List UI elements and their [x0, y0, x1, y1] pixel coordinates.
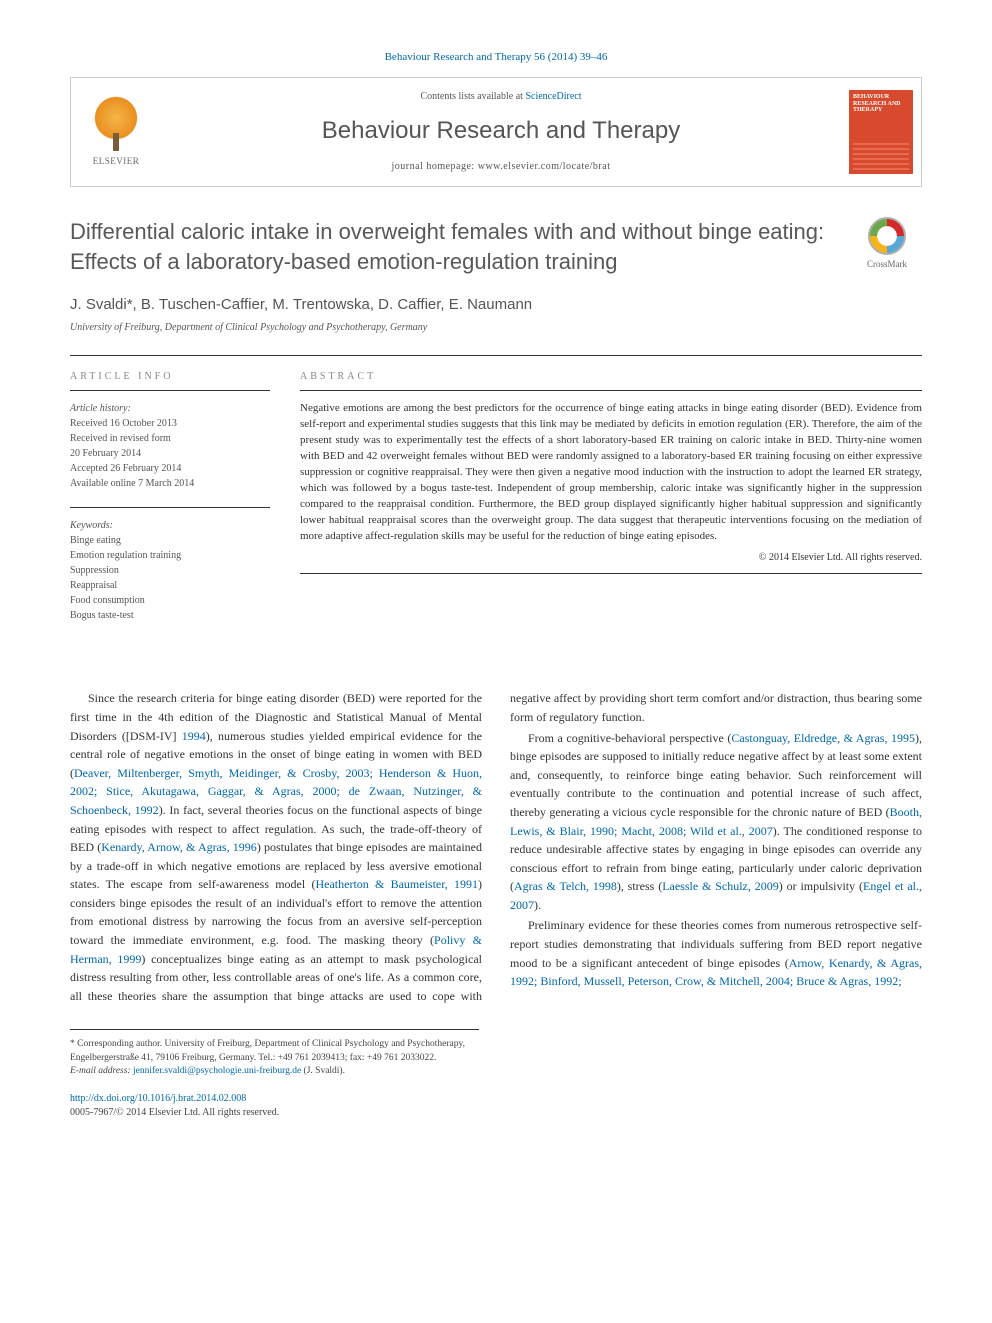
- journal-homepage: journal homepage: www.elsevier.com/locat…: [171, 160, 831, 174]
- article-info-heading: ARTICLE INFO: [70, 370, 270, 391]
- header-center: Contents lists available at ScienceDirec…: [161, 78, 841, 186]
- publisher-name: ELSEVIER: [93, 155, 140, 168]
- article-title: Differential caloric intake in overweigh…: [70, 217, 852, 276]
- doi-block: http://dx.doi.org/10.1016/j.brat.2014.02…: [70, 1092, 922, 1120]
- contents-available: Contents lists available at ScienceDirec…: [171, 90, 831, 104]
- abstract-column: ABSTRACT Negative emotions are among the…: [300, 370, 922, 639]
- journal-cover-cell: BEHAVIOUR RESEARCH AND THERAPY: [841, 78, 921, 186]
- sciencedirect-link[interactable]: ScienceDirect: [525, 91, 581, 102]
- citation-link[interactable]: Kenardy, Arnow, & Agras, 1996: [101, 840, 257, 854]
- keyword: Bogus taste-test: [70, 608, 270, 623]
- keyword: Emotion regulation training: [70, 548, 270, 563]
- elsevier-logo[interactable]: ELSEVIER: [81, 92, 151, 172]
- author-email-link[interactable]: jennifer.svaldi@psychologie.uni-freiburg…: [133, 1066, 301, 1076]
- keyword: Suppression: [70, 563, 270, 578]
- history-line: Accepted 26 February 2014: [70, 461, 270, 476]
- abstract-copyright: © 2014 Elsevier Ltd. All rights reserved…: [300, 551, 922, 565]
- history-label: Article history:: [70, 401, 270, 416]
- issn-copyright: 0005-7967/© 2014 Elsevier Ltd. All right…: [70, 1106, 922, 1120]
- author-list: J. Svaldi*, B. Tuschen-Caffier, M. Trent…: [70, 294, 922, 315]
- citation-link[interactable]: Agras & Telch, 1998: [514, 879, 617, 893]
- homepage-url[interactable]: www.elsevier.com/locate/brat: [478, 161, 611, 172]
- body-text: ), stress (: [617, 879, 662, 893]
- article-history: Article history: Received 16 October 201…: [70, 401, 270, 491]
- journal-cover-thumbnail[interactable]: BEHAVIOUR RESEARCH AND THERAPY: [849, 90, 913, 174]
- crossmark-widget[interactable]: CrossMark: [852, 217, 922, 271]
- history-line: Received 16 October 2013: [70, 416, 270, 431]
- email-label: E-mail address:: [70, 1066, 133, 1076]
- article-body: Since the research criteria for binge ea…: [70, 689, 922, 1005]
- citation-link[interactable]: Castonguay, Eldredge, & Agras, 1995: [731, 731, 915, 745]
- body-text: From a cognitive-behavioral perspective …: [528, 731, 731, 745]
- abstract-rule: [300, 573, 922, 574]
- journal-citation: Behaviour Research and Therapy 56 (2014)…: [70, 50, 922, 65]
- history-line: Available online 7 March 2014: [70, 476, 270, 491]
- email-line: E-mail address: jennifer.svaldi@psycholo…: [70, 1065, 479, 1078]
- citation-link[interactable]: Laessle & Schulz, 2009: [662, 879, 779, 893]
- affiliation: University of Freiburg, Department of Cl…: [70, 321, 922, 335]
- email-suffix: (J. Svaldi).: [301, 1066, 345, 1076]
- keyword: Reappraisal: [70, 578, 270, 593]
- publisher-logo-cell: ELSEVIER: [71, 78, 161, 186]
- elsevier-tree-icon: [91, 96, 141, 151]
- cover-title-text: BEHAVIOUR RESEARCH AND THERAPY: [853, 94, 909, 114]
- body-paragraph: From a cognitive-behavioral perspective …: [510, 729, 922, 915]
- keywords-label: Keywords:: [70, 518, 270, 533]
- abstract-text: Negative emotions are among the best pre…: [300, 401, 922, 544]
- body-text: ) or impulsivity (: [779, 879, 863, 893]
- history-line: Received in revised form: [70, 431, 270, 446]
- citation-link[interactable]: 1994: [182, 729, 206, 743]
- crossmark-label: CrossMark: [867, 258, 907, 271]
- contents-prefix: Contents lists available at: [420, 91, 525, 102]
- corresponding-author-footnote: * Corresponding author. University of Fr…: [70, 1029, 479, 1078]
- journal-header: ELSEVIER Contents lists available at Sci…: [70, 77, 922, 187]
- homepage-prefix: journal homepage:: [392, 161, 478, 172]
- citation-link[interactable]: Heatherton & Baumeister, 1991: [315, 877, 478, 891]
- corresponding-author-text: * Corresponding author. University of Fr…: [70, 1038, 479, 1065]
- keyword: Food consumption: [70, 593, 270, 608]
- cover-decoration: [853, 140, 909, 170]
- body-text: ).: [534, 898, 541, 912]
- keywords-block: Keywords: Binge eating Emotion regulatio…: [70, 507, 270, 623]
- history-line: 20 February 2014: [70, 446, 270, 461]
- crossmark-icon: [868, 217, 906, 255]
- doi-link[interactable]: http://dx.doi.org/10.1016/j.brat.2014.02…: [70, 1093, 246, 1104]
- keyword: Binge eating: [70, 533, 270, 548]
- journal-title: Behaviour Research and Therapy: [171, 114, 831, 148]
- article-info-column: ARTICLE INFO Article history: Received 1…: [70, 370, 270, 639]
- body-paragraph: Preliminary evidence for these theories …: [510, 916, 922, 990]
- abstract-heading: ABSTRACT: [300, 370, 922, 391]
